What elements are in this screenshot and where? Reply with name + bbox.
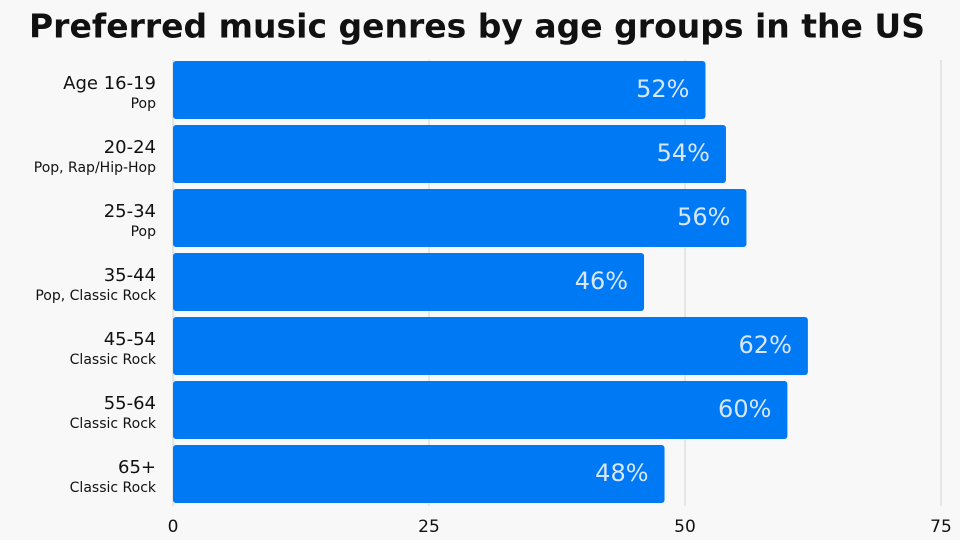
category-label: Age 16-19 bbox=[63, 73, 156, 94]
category-label: 25-34 bbox=[104, 201, 156, 222]
category-sublabel: Classic Rock bbox=[70, 352, 157, 368]
value-label: 54% bbox=[657, 139, 710, 167]
chart-title: Preferred music genres by age groups in … bbox=[29, 7, 925, 46]
x-tick-label: 25 bbox=[418, 517, 440, 537]
bar bbox=[173, 125, 726, 183]
value-label: 60% bbox=[718, 395, 771, 423]
value-label: 62% bbox=[739, 331, 792, 359]
category-label: 65+ bbox=[118, 457, 156, 478]
bar bbox=[173, 189, 747, 247]
x-tick-label: 50 bbox=[674, 517, 696, 537]
category-sublabel: Classic Rock bbox=[70, 480, 157, 496]
category-sublabel: Classic Rock bbox=[70, 416, 157, 432]
bar bbox=[173, 445, 665, 503]
category-label: 20-24 bbox=[104, 137, 156, 158]
category-label: 45-54 bbox=[104, 329, 156, 350]
value-label: 52% bbox=[636, 75, 689, 103]
category-label: 55-64 bbox=[104, 393, 156, 414]
category-sublabel: Pop, Rap/Hip-Hop bbox=[34, 160, 156, 176]
category-sublabel: Pop bbox=[131, 224, 157, 240]
value-label: 48% bbox=[595, 459, 648, 487]
category-label: 35-44 bbox=[104, 265, 156, 286]
x-tick-label: 0 bbox=[168, 517, 179, 537]
value-label: 46% bbox=[575, 267, 628, 295]
bar bbox=[173, 317, 808, 375]
bar bbox=[173, 61, 706, 119]
category-sublabel: Pop, Classic Rock bbox=[35, 288, 157, 304]
bar bbox=[173, 381, 788, 439]
category-sublabel: Pop bbox=[131, 96, 157, 112]
x-tick-label: 75 bbox=[930, 517, 952, 537]
bar bbox=[173, 253, 645, 311]
value-label: 56% bbox=[677, 203, 730, 231]
